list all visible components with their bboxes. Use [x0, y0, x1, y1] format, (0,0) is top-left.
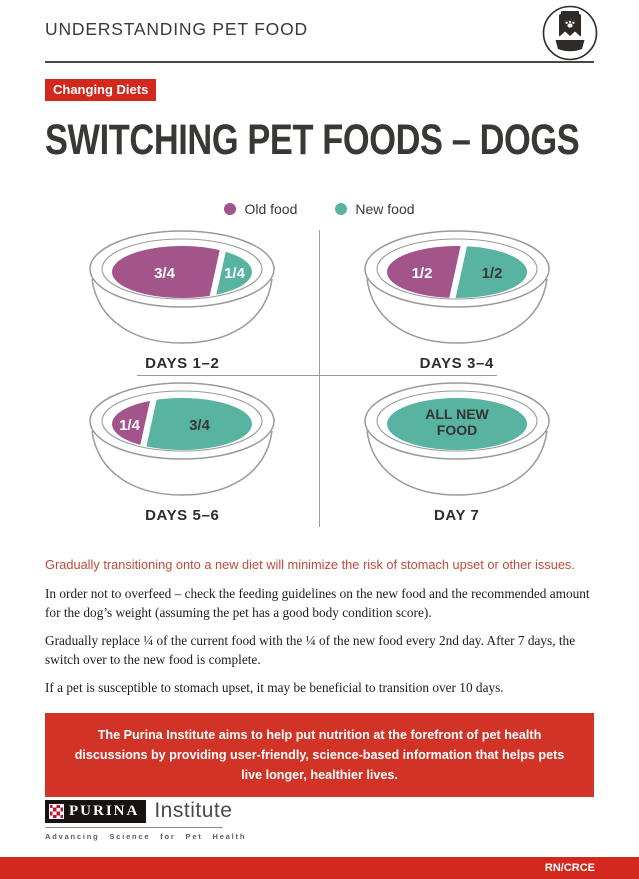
page-header-title: UNDERSTANDING PET FOOD [45, 19, 308, 39]
old-food-swatch-icon [224, 203, 237, 215]
paragraph: If a pet is susceptible to stomach upset… [45, 680, 504, 696]
svg-text:FOOD: FOOD [437, 422, 477, 438]
page-title: SWITCHING PET FOODS – DOGS [45, 116, 580, 164]
new-food-swatch-icon [335, 203, 348, 215]
purina-institute-callout: The Purina Institute aims to help put nu… [45, 713, 594, 798]
bowl-days-1-2: 3/4 1/4 DAYS 1–2 [45, 227, 320, 379]
purina-brand-text: PURINA [69, 802, 140, 819]
institute-text: Institute [154, 799, 233, 822]
svg-text:3/4: 3/4 [189, 417, 211, 434]
paragraph: Gradually replace ¼ of the current food … [45, 633, 576, 667]
bowl-caption: DAYS 3–4 [419, 355, 494, 372]
bowl-caption: DAYS 1–2 [145, 355, 220, 372]
grid-divider-horizontal [137, 375, 497, 376]
purina-institute-logo: PURINA Institute Advancing Science for P… [45, 799, 246, 841]
bowl-days-3-4: 1/2 1/2 DAYS 3–4 [320, 227, 595, 379]
purina-logo-box: PURINA [45, 799, 147, 823]
svg-text:3/4: 3/4 [154, 265, 176, 282]
legend-label: Old food [244, 201, 298, 217]
bowls-grid: 3/4 1/4 DAYS 1–2 1/2 1/2 DAYS 3–4 1/4 3/4 DAYS 5… [45, 227, 594, 530]
pet-food-icon [540, 3, 600, 68]
header-divider [45, 61, 594, 63]
purina-checkerboard-icon [49, 803, 64, 819]
logo-divider [45, 827, 223, 828]
legend-item-old-food: Old food [224, 201, 297, 217]
svg-text:1/4: 1/4 [224, 265, 246, 282]
logo-tagline: Advancing Science for Pet Health [45, 832, 247, 841]
footer-code: RN/CRCE [544, 862, 595, 874]
legend-label: New food [355, 201, 415, 217]
svg-text:ALL NEW: ALL NEW [425, 406, 489, 422]
svg-text:1/4: 1/4 [119, 417, 141, 434]
body-paragraphs: In order not to overfeed – check the fee… [45, 585, 597, 708]
bowl-days-5-6: 1/4 3/4 DAYS 5–6 [45, 379, 320, 531]
bowl-caption: DAYS 5–6 [145, 506, 220, 524]
highlight-sentence: Gradually transitioning onto a new diet … [45, 557, 575, 572]
bowl-day-7: ALL NEW FOOD DAY 7 [320, 379, 595, 531]
svg-text:1/2: 1/2 [481, 265, 502, 282]
svg-text:1/2: 1/2 [411, 265, 432, 282]
grid-divider-vertical [319, 230, 320, 527]
paragraph: In order not to overfeed – check the fee… [45, 586, 590, 620]
bowl-caption: DAY 7 [433, 506, 480, 524]
legend: Old food New food [0, 201, 639, 217]
legend-item-new-food: New food [335, 201, 415, 217]
footer-bar: RN/CRCE [0, 857, 639, 879]
section-badge: Changing Diets [45, 79, 157, 101]
